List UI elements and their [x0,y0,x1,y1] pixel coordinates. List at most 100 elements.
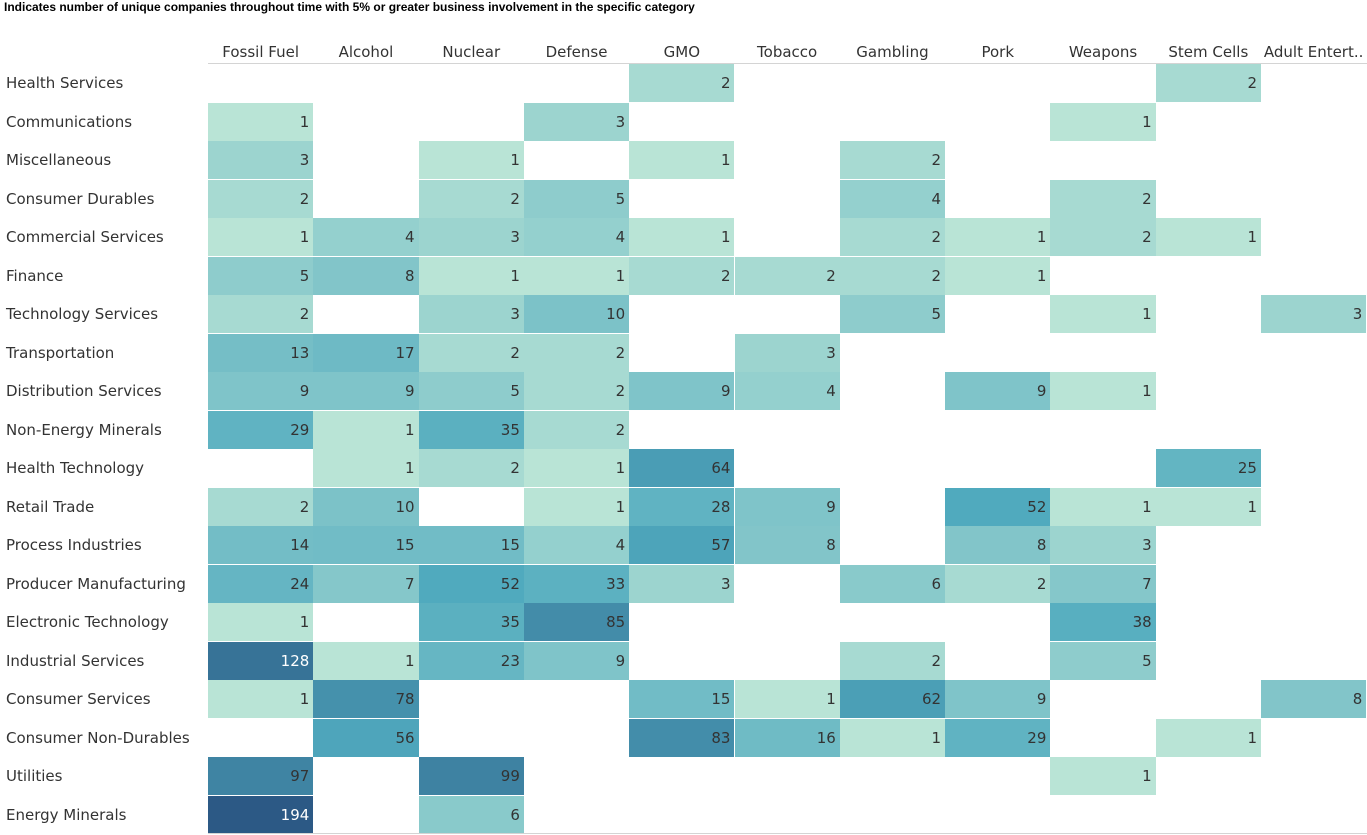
heatmap-cell[interactable] [629,372,735,410]
heatmap-cell[interactable] [313,372,419,410]
heatmap-cell[interactable] [313,564,419,603]
heatmap-cell[interactable] [208,372,314,410]
heatmap-cell[interactable] [418,795,524,834]
heatmap-cell[interactable] [523,256,630,295]
heatmap-cell[interactable] [629,564,735,603]
heatmap-cell[interactable] [208,256,314,295]
heatmap-cell[interactable] [523,641,630,680]
heatmap-cell[interactable] [1155,218,1261,256]
heatmap-cell[interactable] [208,680,314,718]
heatmap-cell[interactable] [734,526,840,564]
heatmap-cell[interactable] [734,256,840,295]
heatmap-cell[interactable] [418,372,524,410]
heatmap-cell[interactable] [208,179,314,218]
heatmap-cell[interactable] [523,564,630,603]
heatmap-cell[interactable] [418,256,524,295]
heatmap-cell[interactable] [208,641,314,680]
heatmap-cell[interactable] [523,102,630,141]
heatmap-cell[interactable] [945,718,1051,757]
heatmap-cell[interactable] [418,333,524,372]
heatmap-cell[interactable] [313,680,419,718]
heatmap-cell[interactable] [418,641,524,680]
heatmap-cell[interactable] [629,449,735,487]
heatmap-cell[interactable] [208,295,314,333]
heatmap-cell[interactable] [523,410,630,449]
heatmap-cell[interactable] [208,410,314,449]
heatmap-cell[interactable] [839,718,946,757]
heatmap-cell[interactable] [629,487,735,526]
heatmap-cell[interactable] [208,141,314,179]
heatmap-cell[interactable] [1050,564,1156,603]
heatmap-cell[interactable] [1050,603,1156,641]
heatmap-cell[interactable] [629,680,735,718]
heatmap-cell[interactable] [1050,487,1156,526]
heatmap-cell[interactable] [208,333,314,372]
heatmap-cell[interactable] [418,449,524,487]
heatmap-cell[interactable] [313,641,419,680]
heatmap-cell[interactable] [945,372,1051,410]
heatmap-cell[interactable] [418,141,524,179]
heatmap-cell[interactable] [839,179,946,218]
heatmap-cell[interactable] [1050,102,1156,141]
heatmap-cell[interactable] [1261,680,1367,718]
heatmap-cell[interactable] [839,141,946,179]
heatmap-cell[interactable] [208,757,314,795]
heatmap-cell[interactable] [945,564,1051,603]
heatmap-cell[interactable] [523,372,630,410]
heatmap-cell[interactable] [313,333,419,372]
heatmap-cell[interactable] [418,218,524,256]
heatmap-cell[interactable] [734,333,840,372]
heatmap-cell[interactable] [208,526,314,564]
heatmap-cell[interactable] [208,603,314,641]
heatmap-cell[interactable] [1155,449,1261,487]
heatmap-cell[interactable] [418,564,524,603]
heatmap-cell[interactable] [208,102,314,141]
heatmap-cell[interactable] [523,179,630,218]
heatmap-cell[interactable] [313,526,419,564]
heatmap-cell[interactable] [629,526,735,564]
heatmap-cell[interactable] [1050,372,1156,410]
heatmap-cell[interactable] [313,410,419,449]
heatmap-cell[interactable] [839,641,946,680]
heatmap-cell[interactable] [839,256,946,295]
heatmap-cell[interactable] [839,218,946,256]
heatmap-cell[interactable] [945,218,1051,256]
heatmap-cell[interactable] [629,141,735,179]
heatmap-cell[interactable] [629,64,735,102]
heatmap-cell[interactable] [1050,757,1156,795]
heatmap-cell[interactable] [1050,295,1156,333]
heatmap-cell[interactable] [418,526,524,564]
heatmap-cell[interactable] [629,256,735,295]
heatmap-cell[interactable] [208,487,314,526]
heatmap-cell[interactable] [945,256,1051,295]
heatmap-cell[interactable] [734,680,840,718]
heatmap-cell[interactable] [523,218,630,256]
heatmap-cell[interactable] [734,487,840,526]
heatmap-cell[interactable] [1155,718,1261,757]
heatmap-cell[interactable] [839,564,946,603]
heatmap-cell[interactable] [734,718,840,757]
heatmap-cell[interactable] [208,218,314,256]
heatmap-cell[interactable] [313,256,419,295]
heatmap-cell[interactable] [523,295,630,333]
heatmap-cell[interactable] [523,333,630,372]
heatmap-cell[interactable] [839,295,946,333]
heatmap-cell[interactable] [208,795,314,834]
heatmap-cell[interactable] [945,680,1051,718]
heatmap-cell[interactable] [629,718,735,757]
heatmap-cell[interactable] [313,449,419,487]
heatmap-cell[interactable] [945,487,1051,526]
heatmap-cell[interactable] [313,487,419,526]
heatmap-cell[interactable] [1155,487,1261,526]
heatmap-cell[interactable] [418,179,524,218]
heatmap-cell[interactable] [208,564,314,603]
heatmap-cell[interactable] [1050,218,1156,256]
heatmap-cell[interactable] [418,757,524,795]
heatmap-cell[interactable] [523,603,630,641]
heatmap-cell[interactable] [313,718,419,757]
heatmap-cell[interactable] [1261,295,1367,333]
heatmap-cell[interactable] [523,449,630,487]
heatmap-cell[interactable] [523,526,630,564]
heatmap-cell[interactable] [1050,641,1156,680]
heatmap-cell[interactable] [418,295,524,333]
